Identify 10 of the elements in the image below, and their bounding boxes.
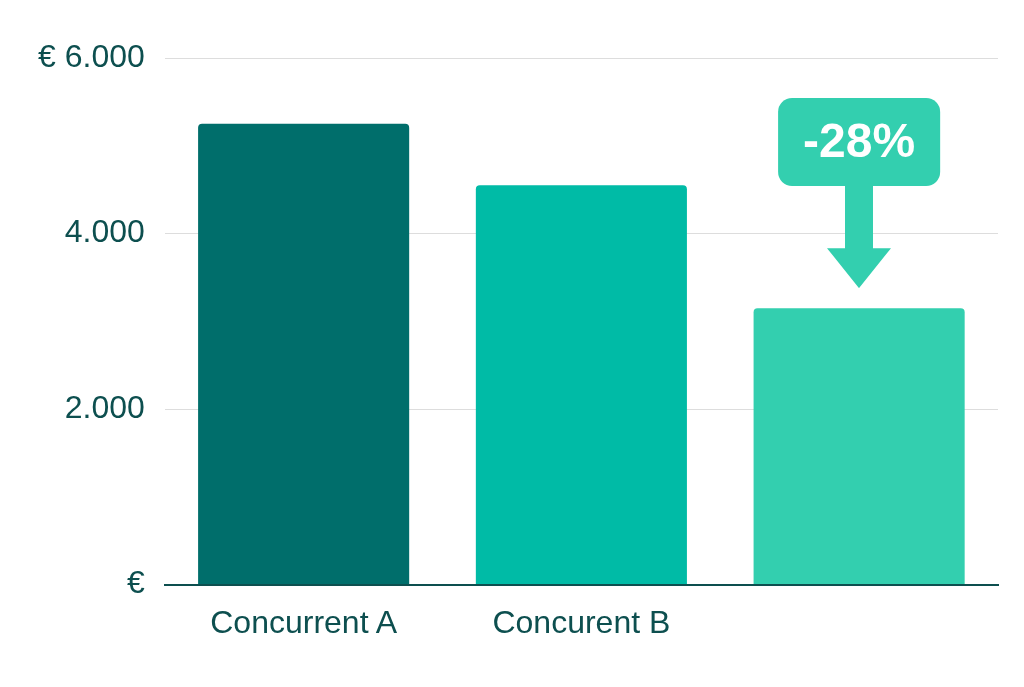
y-tick-label: 2.000 — [64, 388, 145, 425]
y-tick-label: € — [126, 564, 145, 601]
bar — [198, 123, 410, 585]
x-tick-label: Concurent B — [492, 603, 671, 640]
annotation: -28% — [803, 114, 916, 168]
bar — [753, 308, 965, 585]
y-tick-label: 4.000 — [64, 213, 145, 250]
y-tick-label: € 6.000 — [38, 37, 145, 74]
bar — [475, 185, 687, 585]
x-tick-label: Concurrent A — [210, 603, 398, 640]
